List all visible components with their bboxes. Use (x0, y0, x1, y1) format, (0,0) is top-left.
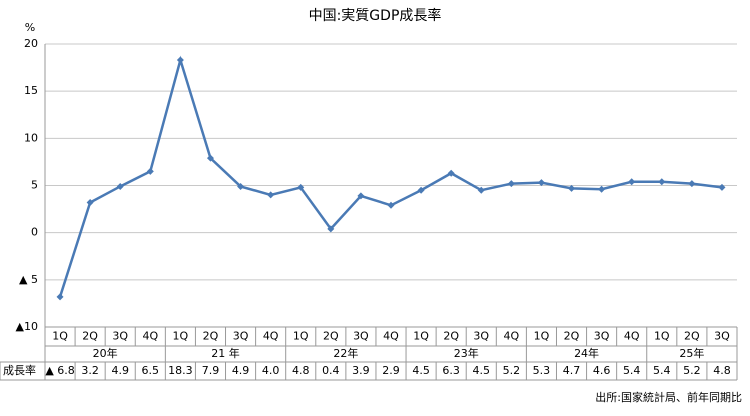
x-tick-label: 4Q (624, 330, 640, 343)
marker (116, 182, 124, 190)
x-tick-label: 4Q (263, 330, 279, 343)
marker (56, 293, 64, 301)
value-label: 3.9 (352, 364, 370, 377)
x-tick-label: 3Q (233, 330, 249, 343)
value-label: 7.9 (202, 364, 220, 377)
marker (537, 179, 545, 187)
chart-title: 中国:実質GDP成長率 (309, 7, 442, 24)
row-label: 成長率 (3, 363, 36, 377)
marker (718, 183, 726, 191)
marker (237, 182, 245, 190)
line (58, 55, 723, 298)
marker (628, 178, 636, 186)
marker (267, 191, 275, 199)
marker (447, 169, 455, 177)
x-tick-label: 2Q (443, 330, 459, 343)
value-label: 5.3 (533, 364, 551, 377)
value-label: 4.0 (262, 364, 280, 377)
value-label: 0.4 (322, 364, 340, 377)
marker (568, 184, 576, 192)
year-label: 23年 (454, 346, 479, 360)
value-label: 4.6 (593, 364, 611, 377)
value-label: 4.8 (292, 364, 310, 377)
value-label: 4.9 (232, 364, 250, 377)
year-label: 20年 (93, 346, 118, 360)
marker (297, 183, 305, 191)
year-label: 25年 (679, 346, 704, 360)
marker (417, 186, 425, 194)
x-tick-label: 1Q (534, 330, 550, 343)
value-label: 4.8 (713, 364, 731, 377)
x-tick-label: 2Q (323, 330, 339, 343)
value-label: 4.7 (563, 364, 581, 377)
y-tick-label: ▲10 (16, 320, 38, 333)
marker (477, 186, 485, 194)
marker (86, 198, 94, 206)
value-label: 5.4 (653, 364, 671, 377)
value-label: 6.5 (142, 364, 160, 377)
marker (598, 185, 606, 193)
value-label: 3.2 (81, 364, 99, 377)
y-axis-label: % (25, 21, 35, 34)
x-tick-label: 4Q (383, 330, 399, 343)
x-tick-label: 1Q (52, 330, 68, 343)
x-tick-label: 4Q (142, 330, 158, 343)
value-label: 2.9 (382, 364, 400, 377)
year-label: 21 年 (211, 346, 240, 360)
value-label: 4.5 (473, 364, 491, 377)
value-label: 5.2 (503, 364, 521, 377)
x-tick-label: 2Q (203, 330, 219, 343)
value-label: ▲ 6.8 (45, 364, 74, 377)
y-tick-label: ▲ 5 (19, 273, 38, 286)
x-tick-label: 1Q (654, 330, 670, 343)
marker (327, 225, 335, 233)
x-tick-label: 2Q (564, 330, 580, 343)
marker (357, 192, 365, 200)
y-tick-label: 15 (24, 84, 38, 97)
x-tick-label: 1Q (413, 330, 429, 343)
marker (688, 180, 696, 188)
y-tick-label: 0 (31, 226, 38, 239)
x-tick-label: 3Q (473, 330, 489, 343)
marker (206, 154, 214, 162)
x-tick-label: 2Q (684, 330, 700, 343)
marker (507, 180, 515, 188)
marker (387, 201, 395, 209)
x-tick-label: 2Q (82, 330, 98, 343)
x-tick-label: 3Q (714, 330, 730, 343)
value-label: 6.3 (442, 364, 460, 377)
x-tick-label: 1Q (173, 330, 189, 343)
x-tick-label: 1Q (293, 330, 309, 343)
marker (658, 178, 666, 186)
x-tick-label: 3Q (594, 330, 610, 343)
year-label: 22年 (333, 346, 358, 360)
y-tick-label: 10 (24, 131, 38, 144)
source: 出所:国家統計局、前年同期比 (595, 390, 742, 404)
marker (176, 56, 184, 64)
value-label: 18.3 (168, 364, 193, 377)
x-tick-label: 3Q (112, 330, 128, 343)
y-tick-label: 5 (31, 179, 38, 192)
value-label: 5.2 (683, 364, 701, 377)
value-label: 4.5 (412, 364, 430, 377)
value-label: 5.4 (623, 364, 641, 377)
x-tick-label: 3Q (353, 330, 369, 343)
marker (146, 167, 154, 175)
value-label: 4.9 (111, 364, 129, 377)
x-tick-label: 4Q (504, 330, 520, 343)
y-tick-label: 20 (24, 37, 38, 50)
year-label: 24年 (574, 346, 599, 360)
